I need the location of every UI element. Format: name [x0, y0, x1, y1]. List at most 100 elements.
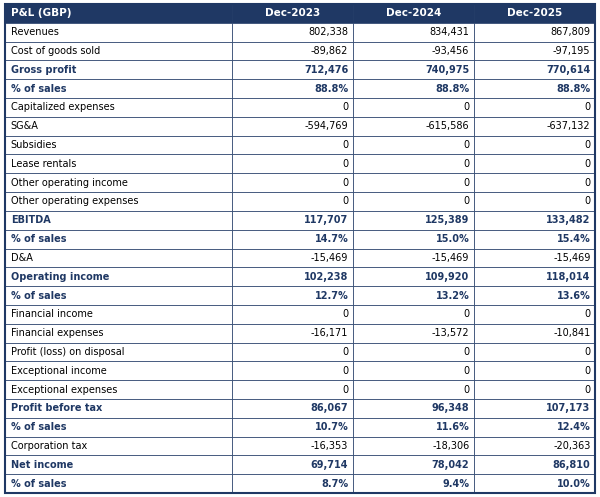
Text: 69,714: 69,714	[311, 460, 349, 470]
Text: 0: 0	[584, 102, 590, 112]
Text: 9.4%: 9.4%	[442, 479, 469, 489]
Text: Financial income: Financial income	[11, 309, 92, 320]
Text: 117,707: 117,707	[304, 215, 349, 225]
Bar	[353, 267, 474, 286]
Bar	[353, 42, 474, 61]
Bar	[5, 324, 232, 342]
Bar	[353, 286, 474, 305]
Text: 14.7%: 14.7%	[314, 234, 349, 244]
Bar	[5, 98, 232, 117]
Text: Other operating income: Other operating income	[11, 177, 128, 188]
Text: -15,469: -15,469	[432, 253, 469, 263]
Bar	[5, 211, 232, 230]
Bar	[232, 192, 353, 211]
Text: 86,067: 86,067	[311, 404, 349, 414]
Text: SG&A: SG&A	[11, 121, 38, 131]
Bar	[353, 173, 474, 192]
Text: 740,975: 740,975	[425, 65, 469, 75]
Bar	[5, 136, 232, 155]
Text: 10.0%: 10.0%	[557, 479, 590, 489]
Bar	[232, 248, 353, 267]
Bar	[232, 4, 353, 23]
Text: Exceptional expenses: Exceptional expenses	[11, 385, 117, 395]
Text: 12.7%: 12.7%	[314, 291, 349, 301]
Bar	[353, 211, 474, 230]
Text: 86,810: 86,810	[553, 460, 590, 470]
Bar	[474, 436, 595, 455]
Text: 109,920: 109,920	[425, 272, 469, 282]
Text: 0: 0	[342, 309, 349, 320]
Bar	[5, 305, 232, 324]
Text: Exceptional income: Exceptional income	[11, 366, 107, 376]
Bar	[5, 4, 232, 23]
Bar	[5, 248, 232, 267]
Bar	[474, 136, 595, 155]
Bar	[232, 342, 353, 361]
Text: D&A: D&A	[11, 253, 32, 263]
Bar	[353, 61, 474, 79]
Text: 0: 0	[463, 309, 469, 320]
Text: 15.4%: 15.4%	[557, 234, 590, 244]
Text: 133,482: 133,482	[546, 215, 590, 225]
Bar	[5, 418, 232, 436]
Text: 13.6%: 13.6%	[557, 291, 590, 301]
Bar	[5, 61, 232, 79]
Bar	[474, 79, 595, 98]
Text: 712,476: 712,476	[304, 65, 349, 75]
Bar	[232, 61, 353, 79]
Bar	[474, 61, 595, 79]
Text: -15,469: -15,469	[311, 253, 349, 263]
Bar	[232, 136, 353, 155]
Text: 0: 0	[463, 366, 469, 376]
Bar	[353, 98, 474, 117]
Bar	[232, 324, 353, 342]
Text: -16,171: -16,171	[311, 328, 349, 338]
Text: 0: 0	[342, 159, 349, 169]
Text: % of sales: % of sales	[11, 83, 66, 93]
Bar	[474, 98, 595, 117]
Bar	[353, 136, 474, 155]
Text: 0: 0	[584, 177, 590, 188]
Bar	[353, 4, 474, 23]
Text: 0: 0	[584, 366, 590, 376]
Text: % of sales: % of sales	[11, 422, 66, 432]
Text: 0: 0	[342, 196, 349, 206]
Text: -13,572: -13,572	[432, 328, 469, 338]
Bar	[353, 474, 474, 493]
Text: 0: 0	[463, 159, 469, 169]
Bar	[353, 399, 474, 418]
Text: 88.8%: 88.8%	[314, 83, 349, 93]
Bar	[474, 361, 595, 380]
Bar	[232, 267, 353, 286]
Bar	[353, 192, 474, 211]
Bar	[474, 399, 595, 418]
Bar	[5, 267, 232, 286]
Bar	[353, 248, 474, 267]
Text: Gross profit: Gross profit	[11, 65, 76, 75]
Bar	[5, 230, 232, 248]
Bar	[474, 267, 595, 286]
Bar	[5, 155, 232, 173]
Text: 0: 0	[342, 102, 349, 112]
Text: 0: 0	[584, 385, 590, 395]
Bar	[474, 342, 595, 361]
Text: Dec-2023: Dec-2023	[265, 8, 320, 18]
Bar	[353, 305, 474, 324]
Text: Cost of goods sold: Cost of goods sold	[11, 46, 100, 56]
Text: 102,238: 102,238	[304, 272, 349, 282]
Bar	[232, 286, 353, 305]
Text: 0: 0	[342, 366, 349, 376]
Bar	[232, 305, 353, 324]
Text: Net income: Net income	[11, 460, 73, 470]
Bar	[232, 23, 353, 42]
Bar	[474, 248, 595, 267]
Text: Capitalized expenses: Capitalized expenses	[11, 102, 115, 112]
Bar	[474, 155, 595, 173]
Text: -89,862: -89,862	[311, 46, 349, 56]
Bar	[353, 455, 474, 474]
Text: Profit (loss) on disposal: Profit (loss) on disposal	[11, 347, 124, 357]
Bar	[5, 286, 232, 305]
Text: 88.8%: 88.8%	[435, 83, 469, 93]
Text: 78,042: 78,042	[432, 460, 469, 470]
Bar	[474, 117, 595, 136]
